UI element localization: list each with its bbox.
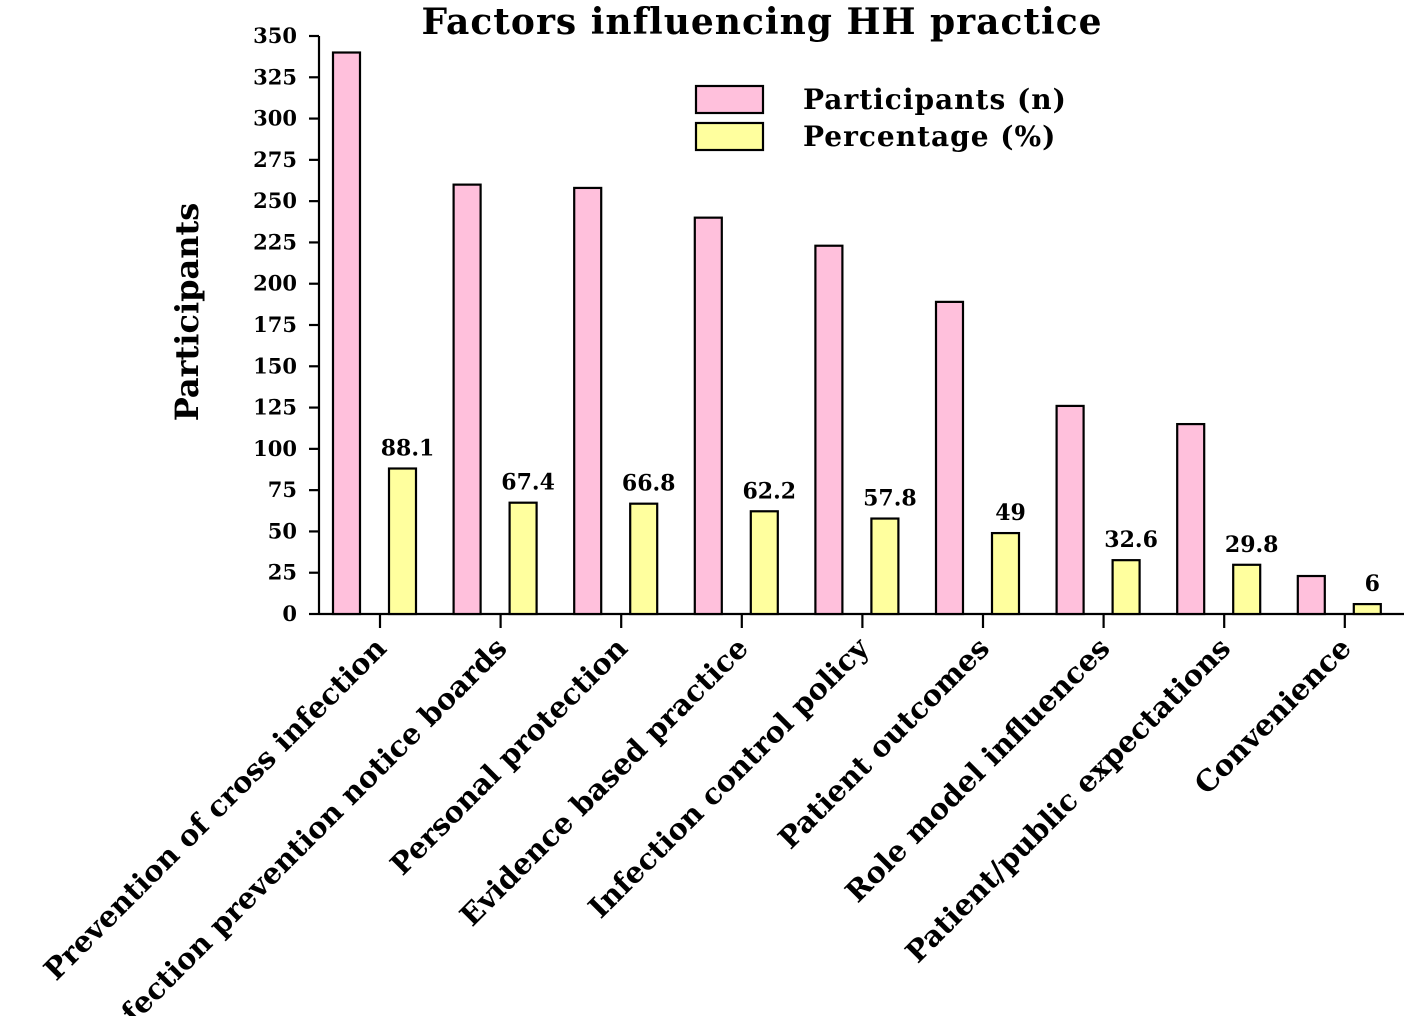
y-tick-label: 75 — [268, 477, 297, 502]
bar-participants — [1176, 422, 1206, 616]
y-tick-label: 250 — [253, 188, 297, 213]
chart-title: Factors influencing HH practice — [421, 1, 1102, 43]
bar-percentage — [990, 531, 1021, 616]
y-tick-label: 25 — [268, 560, 297, 585]
bar-participants — [1055, 404, 1085, 616]
y-tick-label: 50 — [268, 518, 297, 543]
data-label: 66.8 — [622, 471, 676, 497]
bar-participants — [573, 186, 603, 616]
bars-group — [331, 51, 1382, 616]
y-tick-label: 200 — [253, 271, 297, 296]
legend-swatch-participants — [694, 84, 765, 115]
legend-label-percentage: Percentage (%) — [803, 120, 1056, 153]
bar-percentage — [629, 502, 659, 616]
bar-percentage — [1111, 559, 1141, 616]
y-tick-label: 225 — [253, 229, 297, 254]
y-tick-label: 150 — [253, 353, 297, 378]
bar-percentage — [1352, 602, 1382, 616]
data-label: 88.1 — [381, 436, 435, 462]
data-label: 29.8 — [1225, 532, 1279, 558]
x-tick-label: Patient outcomes — [771, 631, 996, 856]
data-labels-group: 88.1 67.4 66.8 62.2 57.8 49 32.6 29.8 6 — [381, 436, 1380, 598]
legend-swatch-percentage — [694, 121, 765, 152]
bar-participants — [452, 183, 482, 616]
legend: Participants (n) Percentage (%) — [694, 83, 1067, 153]
y-tick-label: 0 — [282, 601, 297, 626]
bar-percentage — [387, 467, 418, 616]
y-tick-label: 275 — [253, 147, 297, 172]
y-axis-label: Participants — [168, 203, 206, 422]
legend-label-participants: Participants (n) — [803, 83, 1067, 116]
bar-percentage — [749, 510, 779, 616]
bar-participants — [331, 51, 362, 616]
data-label: 67.4 — [501, 470, 555, 496]
bar-participants — [934, 300, 965, 616]
bar-participants — [1296, 574, 1326, 616]
bar-percentage — [508, 501, 538, 616]
x-tick-label: Personal protection — [383, 631, 634, 882]
y-axis: 0 25 50 75 100 125 150 175 200 225 250 275 300 325 350 — [253, 23, 321, 626]
bar-participants — [693, 216, 723, 616]
data-label: 6 — [1365, 571, 1380, 597]
data-label: 32.6 — [1104, 527, 1158, 553]
y-tick-label: 300 — [253, 106, 297, 131]
y-tick-label: 100 — [253, 436, 297, 461]
y-tick-label: 125 — [253, 395, 297, 420]
y-tick-label: 325 — [253, 64, 297, 89]
data-label: 49 — [995, 500, 1026, 526]
x-axis — [319, 612, 1404, 628]
data-label: 57.8 — [863, 486, 917, 512]
bar-participants — [814, 244, 844, 616]
data-label: 62.2 — [743, 478, 797, 504]
bar-percentage — [870, 517, 900, 616]
y-tick-label: 350 — [253, 23, 297, 48]
bar-percentage — [1232, 563, 1262, 616]
y-tick-label: 175 — [253, 312, 297, 337]
